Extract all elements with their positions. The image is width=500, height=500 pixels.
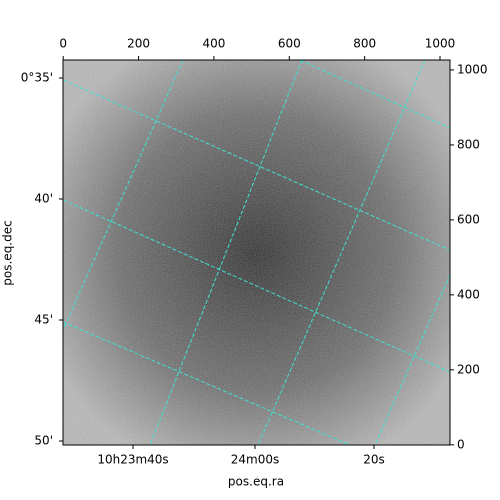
- image: [63, 60, 450, 445]
- dec-tick-label: 50': [34, 434, 53, 448]
- x-top-tick-label: 600: [278, 37, 301, 51]
- y-right-tick-label: 1000: [457, 62, 488, 76]
- x-axis-label: pos.eq.ra: [228, 475, 284, 489]
- y-right-tick-label: 0: [457, 437, 465, 451]
- y-axis-label: pos.eq.dec: [1, 220, 15, 285]
- frame: [62, 59, 451, 446]
- x-top-tick-label: 400: [202, 37, 225, 51]
- x-top-tick-label: 200: [127, 37, 150, 51]
- dec-tick-label: 0°35': [21, 71, 53, 85]
- dec-tick-label: 45': [34, 313, 53, 327]
- x-top-tick-label: 0: [59, 37, 67, 51]
- ra-tick-label: 10h23m40s: [97, 453, 168, 467]
- x-top-tick-label: 800: [353, 37, 376, 51]
- y-right-tick-label: 800: [457, 137, 480, 151]
- world-grid: [63, 60, 450, 445]
- y-right-tick-label: 200: [457, 362, 480, 376]
- ra-tick-label: 20s: [363, 453, 385, 467]
- ra-tick-label: 24m00s: [231, 453, 279, 467]
- y-right-tick-label: 600: [457, 212, 480, 226]
- x-top-tick-label: 1000: [425, 37, 456, 51]
- y-right-tick-label: 400: [457, 287, 480, 301]
- dec-tick-label: 40': [34, 192, 53, 206]
